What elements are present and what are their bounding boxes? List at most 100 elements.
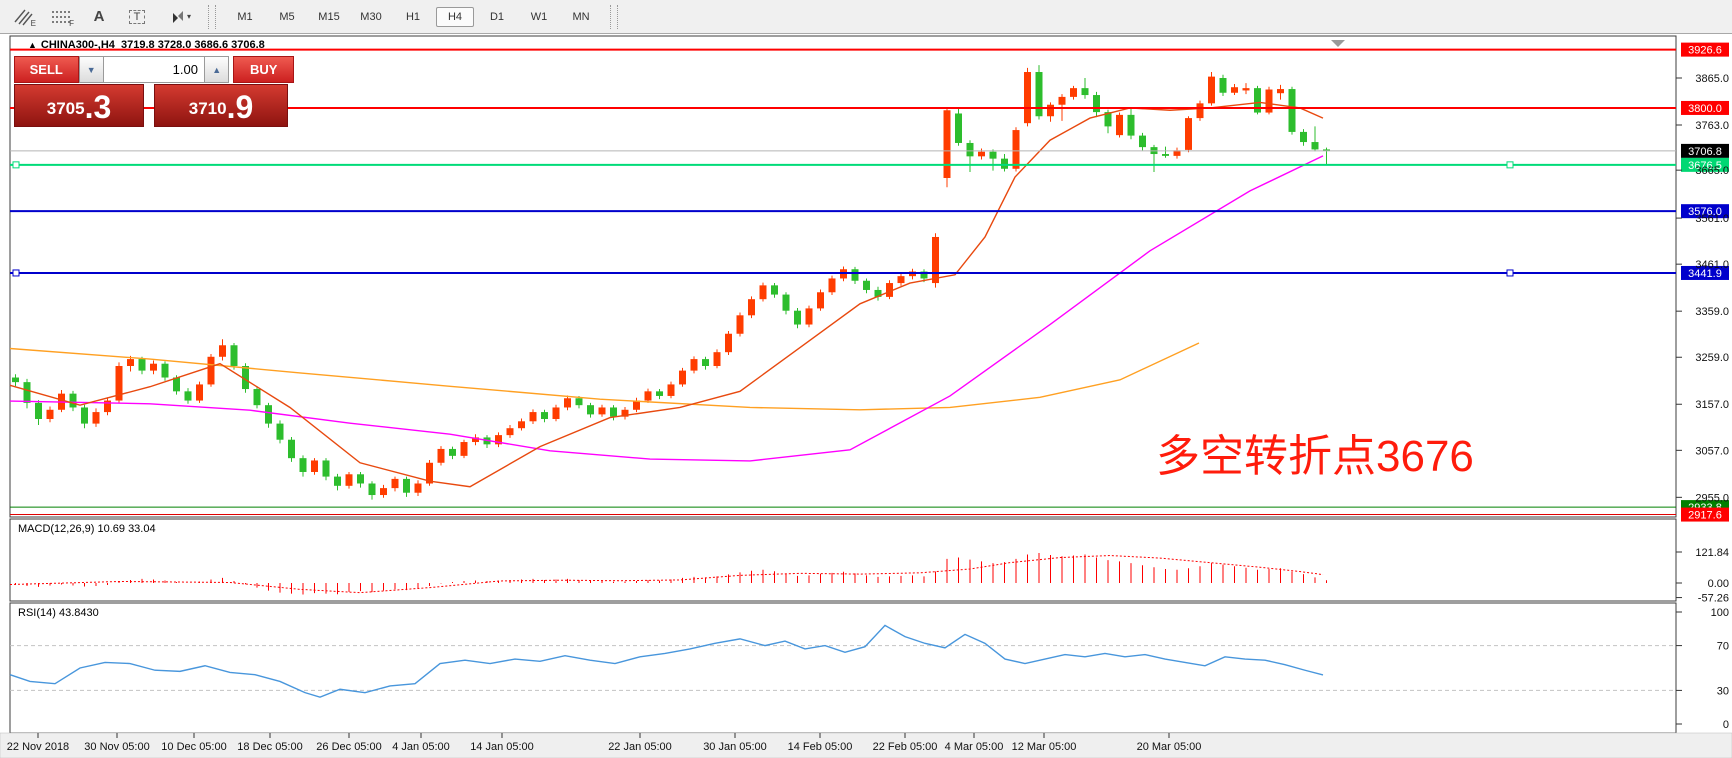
price-badge-label: 3441.9: [1688, 268, 1722, 280]
candle-body: [1139, 135, 1146, 148]
date-label[interactable]: 30 Nov 05:00: [84, 741, 149, 753]
rsi-tick-label: 0: [1723, 719, 1729, 731]
sell-price-quote[interactable]: 3705.3: [14, 84, 144, 127]
candle-body: [1231, 87, 1238, 93]
candle-body: [1196, 103, 1204, 119]
candle-body: [1185, 118, 1192, 150]
candle-body: [529, 412, 537, 422]
date-label[interactable]: 14 Feb 05:00: [788, 741, 853, 753]
rsi-panel: [9, 602, 1677, 734]
date-label[interactable]: 4 Mar 05:00: [945, 741, 1004, 753]
price-badge: [1681, 157, 1729, 172]
chart-text-annotation[interactable]: 多空转折点3676: [1156, 432, 1474, 481]
price-badge-label: 3576.0: [1688, 206, 1722, 218]
date-label[interactable]: 26 Dec 05:00: [316, 741, 381, 753]
axis-tick-label: 3259.0: [1695, 352, 1729, 364]
candle-body: [1219, 78, 1227, 93]
date-label[interactable]: 14 Jan 05:00: [470, 741, 534, 753]
timeframe-button-m15[interactable]: M15: [318, 10, 340, 23]
line-drag-handle[interactable]: [12, 161, 20, 169]
line-drag-handle[interactable]: [1506, 269, 1514, 277]
timeframe-buttons: M1 M5 M15 M30 H1 H4 D1 W1 MN: [224, 6, 602, 27]
timeframe-button-mn[interactable]: MN: [572, 10, 590, 23]
rsi-line: [9, 624, 1324, 698]
candle-body: [322, 460, 330, 477]
toolbar: E F A T ▾ M1 M5 M15 M30 H1 H4 D1 W1 MN: [0, 0, 1732, 34]
candle-body: [955, 113, 962, 143]
macd-signal-line: [9, 555, 1324, 594]
candle-body: [1208, 76, 1215, 104]
date-label[interactable]: 4 Jan 05:00: [392, 741, 450, 753]
rsi-value: 43.8430: [58, 607, 99, 619]
candle-body: [414, 483, 422, 493]
date-label[interactable]: 30 Jan 05:00: [703, 741, 767, 753]
chart-shift-marker[interactable]: [1331, 40, 1345, 47]
buy-price-pips: .9: [226, 89, 254, 125]
candle-body: [978, 151, 985, 157]
date-label[interactable]: 10 Dec 05:00: [161, 741, 226, 753]
timeframe-button-w1[interactable]: W1: [530, 10, 548, 23]
axis-tick-label: 3561.0: [1695, 213, 1729, 225]
candle-body: [1323, 149, 1330, 151]
date-label[interactable]: 12 Mar 05:00: [1012, 741, 1077, 753]
buy-button[interactable]: BUY: [233, 56, 294, 83]
rsi-tick-label: 70: [1717, 641, 1729, 653]
timeframe-button-d1[interactable]: D1: [489, 10, 505, 23]
volume-increase-button[interactable]: ▲: [203, 56, 230, 83]
candle-body: [12, 377, 19, 383]
toolbar-separator: [208, 4, 216, 29]
text-tool-icon[interactable]: A: [84, 5, 114, 29]
rsi-name: RSI(14): [18, 607, 56, 619]
axis-tick-label: 3763.0: [1695, 120, 1729, 132]
one-click-trade-panel: SELL ▼ ▲ BUY 3705.3 3710.9: [14, 56, 294, 127]
line-drag-handle[interactable]: [12, 269, 20, 277]
candle-body: [690, 359, 698, 371]
candle-body: [426, 462, 433, 484]
price-badge-label: 2917.6: [1688, 510, 1722, 522]
dropdown-caret-icon: ▾: [186, 12, 191, 21]
line-drag-handle[interactable]: [1506, 161, 1514, 169]
candle-body: [874, 289, 882, 297]
price-badge: [1681, 143, 1729, 158]
date-label[interactable]: 22 Jan 05:00: [608, 741, 672, 753]
timeframe-button-h4[interactable]: H4: [436, 6, 474, 27]
price-badge-label: 3926.6: [1688, 45, 1722, 57]
candle-body: [368, 483, 376, 496]
sell-button[interactable]: SELL: [14, 56, 79, 83]
candle-body: [886, 283, 893, 297]
candle-body: [771, 285, 778, 295]
text-label-icon[interactable]: T: [122, 5, 152, 29]
buy-price-quote[interactable]: 3710.9: [154, 84, 288, 127]
sell-price-pips: .3: [84, 89, 112, 125]
volume-input[interactable]: [103, 56, 204, 83]
macd-values: 10.69 33.04: [97, 523, 156, 535]
macd-indicator-label: MACD(12,26,9) 10.69 33.04: [18, 523, 156, 535]
candle-body: [253, 389, 261, 406]
candle-body: [564, 398, 571, 408]
candle-body: [1254, 88, 1261, 113]
timeframe-button-h1[interactable]: H1: [405, 10, 421, 23]
candle-body: [35, 402, 42, 419]
candle-body: [449, 448, 456, 456]
timeframe-button-m30[interactable]: M30: [360, 10, 382, 23]
candle-body: [184, 391, 192, 401]
candle-body: [656, 391, 663, 396]
equidistant-channel-icon[interactable]: E: [8, 5, 38, 29]
candle-body: [1001, 158, 1008, 169]
timeframe-button-m5[interactable]: M5: [279, 10, 295, 23]
candle-body: [805, 308, 813, 325]
date-label[interactable]: 18 Dec 05:00: [237, 741, 302, 753]
fibonacci-retracement-icon[interactable]: F: [46, 5, 76, 29]
candle-body: [943, 110, 951, 178]
price-badge-label: 3706.8: [1688, 146, 1722, 158]
price-badge: [1681, 100, 1729, 115]
candle-body: [1012, 130, 1020, 169]
timeframe-button-m1[interactable]: M1: [237, 10, 253, 23]
date-label[interactable]: 22 Nov 2018: [7, 741, 69, 753]
arrow-tools-icon[interactable]: ▾: [160, 5, 200, 29]
icon-sub-label: F: [69, 18, 74, 28]
volume-decrease-button[interactable]: ▼: [78, 56, 104, 83]
candle-body: [1288, 89, 1296, 132]
date-label[interactable]: 22 Feb 05:00: [873, 741, 938, 753]
date-label[interactable]: 20 Mar 05:00: [1137, 741, 1202, 753]
